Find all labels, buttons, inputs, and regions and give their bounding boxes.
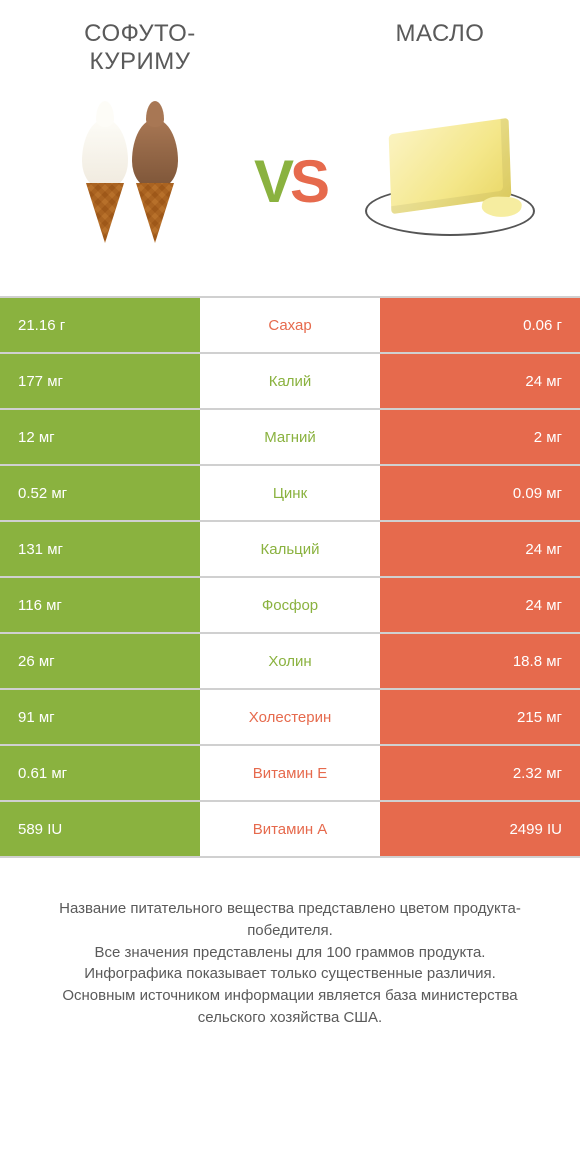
right-value: 215 мг [380, 690, 580, 744]
table-row: 12 мгМагний2 мг [0, 410, 580, 466]
nutrient-label: Фосфор [200, 578, 380, 632]
right-value: 2 мг [380, 410, 580, 464]
nutrient-label: Витамин A [200, 802, 380, 856]
nutrient-label: Витамин E [200, 746, 380, 800]
table-row: 0.61 мгВитамин E2.32 мг [0, 746, 580, 802]
footer-line: Название питательного вещества представл… [30, 898, 550, 942]
nutrient-label: Магний [200, 410, 380, 464]
table-row: 116 мгФосфор24 мг [0, 578, 580, 634]
right-product-image [360, 96, 540, 266]
left-value: 177 мг [0, 354, 200, 408]
right-value: 2.32 мг [380, 746, 580, 800]
nutrient-label: Кальций [200, 522, 380, 576]
footer-line: Основным источником информации является … [30, 985, 550, 1029]
table-row: 26 мгХолин18.8 мг [0, 634, 580, 690]
left-value: 589 IU [0, 802, 200, 856]
images-row: VS [0, 86, 580, 296]
right-value: 0.09 мг [380, 466, 580, 520]
icecream-icon [82, 119, 178, 243]
table-row: 0.52 мгЦинк0.09 мг [0, 466, 580, 522]
footer-note: Название питательного вещества представл… [0, 858, 580, 1049]
comparison-table: 21.16 гСахар0.06 г177 мгКалий24 мг12 мгМ… [0, 296, 580, 858]
right-value: 24 мг [380, 354, 580, 408]
left-value: 21.16 г [0, 298, 200, 352]
nutrient-label: Холестерин [200, 690, 380, 744]
table-row: 177 мгКалий24 мг [0, 354, 580, 410]
footer-line: Все значения представлены для 100 граммо… [30, 942, 550, 964]
left-value: 116 мг [0, 578, 200, 632]
right-product-title: МАСЛО [340, 20, 540, 76]
table-row: 131 мгКальций24 мг [0, 522, 580, 578]
butter-icon [365, 126, 535, 236]
footer-line: Инфографика показывает только существенн… [30, 963, 550, 985]
right-value: 18.8 мг [380, 634, 580, 688]
vs-v: V [254, 148, 290, 215]
left-value: 0.61 мг [0, 746, 200, 800]
left-value: 91 мг [0, 690, 200, 744]
left-value: 12 мг [0, 410, 200, 464]
right-value: 24 мг [380, 578, 580, 632]
left-value: 26 мг [0, 634, 200, 688]
left-value: 0.52 мг [0, 466, 200, 520]
nutrient-label: Холин [200, 634, 380, 688]
left-value: 131 мг [0, 522, 200, 576]
left-product-image [40, 96, 220, 266]
nutrient-label: Сахар [200, 298, 380, 352]
table-row: 589 IUВитамин A2499 IU [0, 802, 580, 858]
right-value: 0.06 г [380, 298, 580, 352]
vs-s: S [290, 148, 326, 215]
right-value: 24 мг [380, 522, 580, 576]
table-row: 21.16 гСахар0.06 г [0, 298, 580, 354]
right-value: 2499 IU [380, 802, 580, 856]
nutrient-label: Калий [200, 354, 380, 408]
nutrient-label: Цинк [200, 466, 380, 520]
left-product-title: СОФУТО-КУРИМУ [40, 20, 240, 76]
table-row: 91 мгХолестерин215 мг [0, 690, 580, 746]
vs-label: VS [254, 147, 326, 216]
header: СОФУТО-КУРИМУ МАСЛО [0, 0, 580, 86]
